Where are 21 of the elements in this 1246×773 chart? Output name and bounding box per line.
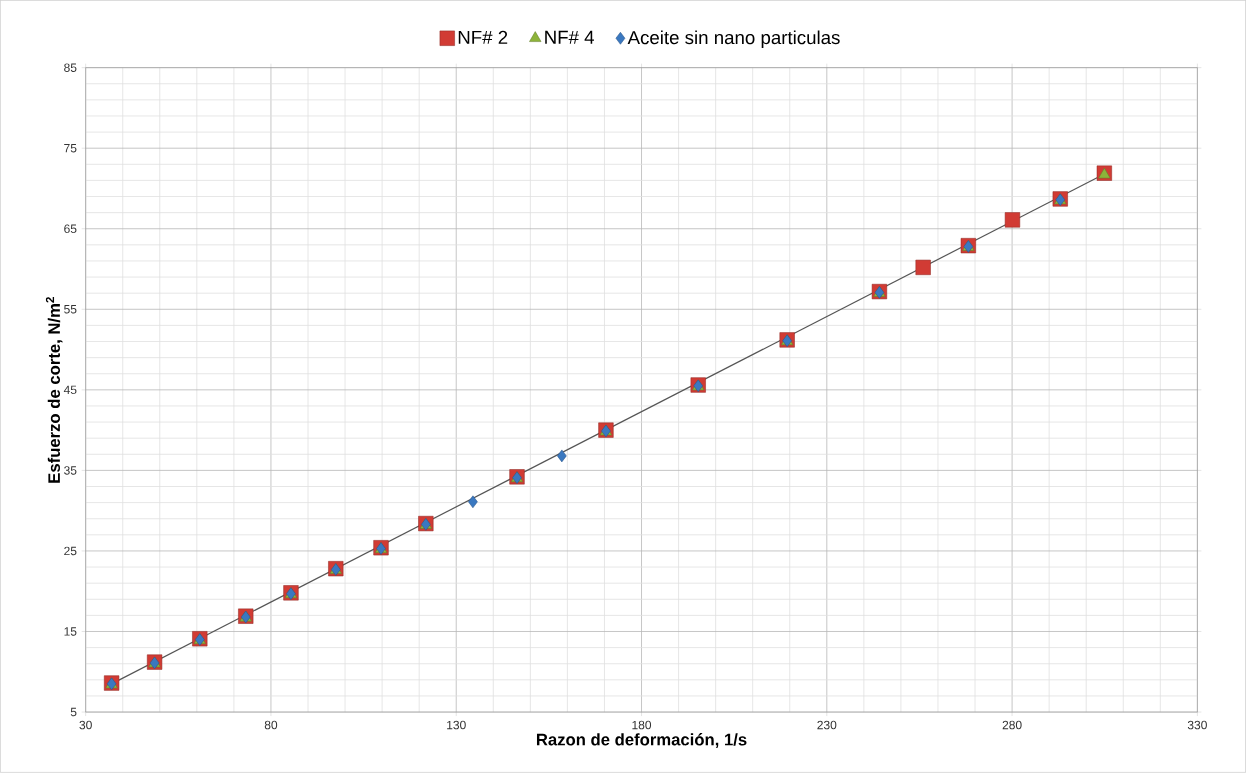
x-axis-title: Razon de deformación, 1/s	[536, 733, 747, 749]
y-tick-label: 25	[64, 546, 77, 556]
y-tick-label: 65	[64, 224, 77, 234]
y-tick-label: 45	[63, 385, 77, 395]
y-tick-label: 5	[70, 708, 77, 717]
y-tick-label: 75	[64, 144, 77, 153]
x-tick-label: 280	[1002, 720, 1022, 730]
x-tick-label: 180	[632, 720, 652, 730]
y-axis-title: Esfuerzo de corte, N/m$^{2}$	[45, 297, 63, 483]
x-tick-label: 80	[264, 720, 278, 730]
y-tick-label: 85	[64, 63, 77, 73]
x-tick-label: 230	[817, 720, 837, 730]
x-tick-label: 330	[1187, 720, 1207, 730]
legend-label: Aceite sin nano particulas	[627, 30, 840, 49]
y-tick-label: 15	[64, 627, 77, 636]
legend-label: NF# 2	[458, 30, 508, 44]
y-tick-label: 35	[64, 466, 77, 475]
y-tick-label: 55	[64, 305, 77, 314]
x-tick-label: 130	[447, 720, 466, 730]
x-tick-label: 30	[79, 720, 92, 730]
legend-label: NF# 4	[545, 31, 594, 44]
